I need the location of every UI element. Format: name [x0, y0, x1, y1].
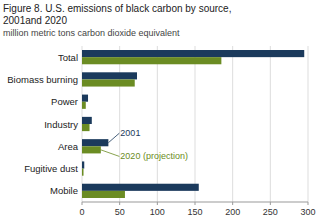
tick-label: 100	[150, 207, 165, 217]
bar	[82, 79, 135, 86]
tick-label: 200	[225, 207, 240, 217]
category-label: Fugitive dust	[24, 163, 78, 174]
bars	[82, 50, 304, 198]
bar	[82, 124, 90, 131]
subtitle: million metric tons carbon dioxide equiv…	[3, 28, 180, 38]
bar	[82, 191, 125, 198]
annotation: 2001	[120, 128, 140, 138]
tick-label: 250	[263, 207, 278, 217]
grid-line	[232, 46, 233, 202]
bar	[82, 102, 86, 109]
annotation: 2020 (projection)	[120, 151, 188, 161]
background	[0, 0, 323, 221]
annotation-line	[101, 150, 120, 157]
bar	[82, 72, 137, 79]
category-label: Biomass burning	[7, 74, 78, 85]
annotation-line	[108, 133, 119, 143]
bar	[82, 57, 221, 64]
bar	[82, 184, 199, 191]
title: Figure 8. U.S. emissions of black carbon…	[3, 3, 231, 14]
bar	[82, 169, 84, 176]
grid-line	[157, 46, 158, 202]
category-label: Area	[58, 141, 79, 152]
category-label: Mobile	[50, 185, 78, 196]
tick-label: 0	[79, 207, 84, 217]
grid-line	[308, 46, 309, 202]
bar	[82, 146, 101, 153]
chart: Figure 8. U.S. emissions of black carbon…	[0, 0, 323, 221]
tick-label: 300	[300, 207, 315, 217]
bar	[82, 161, 84, 168]
grid-line	[270, 46, 271, 202]
grid-line	[119, 46, 120, 202]
title: 2001and 2020	[3, 15, 67, 26]
tick-label: 150	[187, 207, 202, 217]
category-label: Total	[58, 52, 78, 63]
category-label: Power	[51, 96, 78, 107]
tick-label: 50	[115, 207, 125, 217]
bar	[82, 139, 108, 146]
bar	[82, 95, 88, 102]
bar	[82, 50, 304, 57]
x-axis-line	[82, 202, 308, 203]
grid-line	[195, 46, 196, 202]
bar	[82, 117, 92, 124]
category-label: Industry	[44, 119, 78, 130]
